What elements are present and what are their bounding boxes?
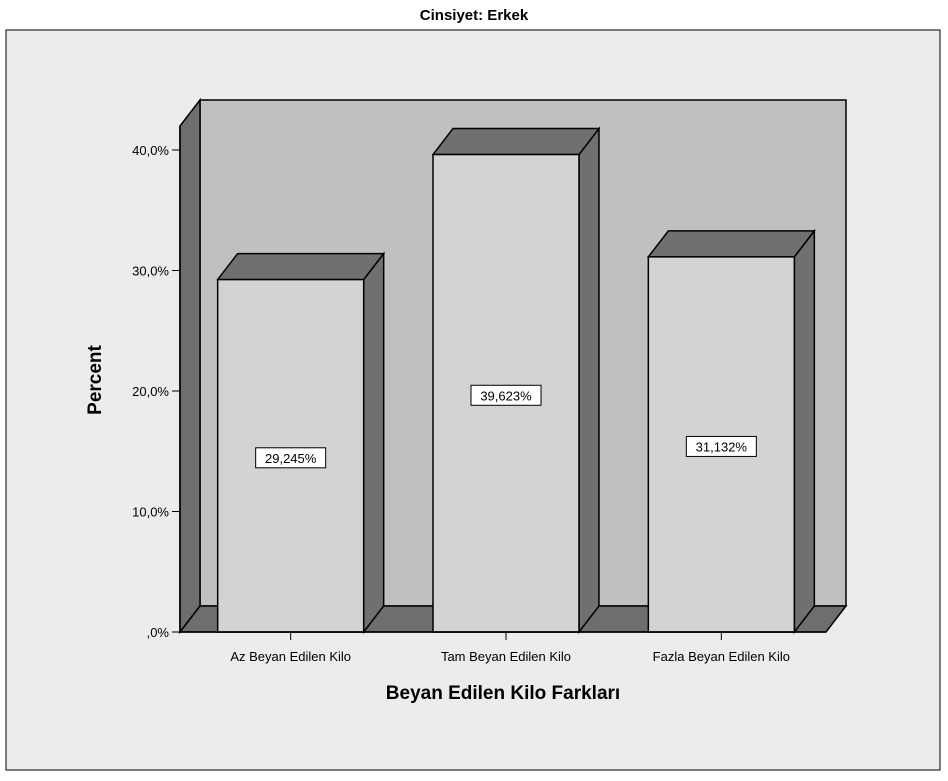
y-tick-label: 20,0%: [132, 384, 169, 399]
y-tick-label: 10,0%: [132, 505, 169, 520]
bar-top: [216, 252, 386, 281]
bar-side: [362, 251, 385, 635]
plot-area: ,0% 10,0% 20,0% 30,0% 40,0% 29,245% Az Beyan E…: [132, 97, 848, 664]
y-tick-label: ,0%: [147, 625, 170, 640]
bar-side: [578, 126, 600, 635]
x-tick-label: Az Beyan Edilen Kilo: [230, 649, 351, 664]
data-label-box: [470, 384, 542, 406]
data-label: 31,132%: [696, 439, 748, 454]
data-label: 39,623%: [480, 388, 532, 403]
y-tick-label: 30,0%: [132, 264, 169, 279]
bar-side: [793, 228, 816, 635]
x-tick-label: Fazla Beyan Edilen Kilo: [653, 649, 790, 664]
chart-title: Cinsiyet: Erkek: [420, 7, 529, 24]
bar-top: [646, 230, 816, 258]
y-tick-label: 40,0%: [132, 143, 169, 158]
data-label: 29,245%: [265, 451, 317, 466]
y-axis-title: Percent: [85, 344, 106, 414]
x-axis-title: Beyan Edilen Kilo Farkları: [386, 683, 620, 704]
bar-top: [431, 127, 601, 156]
x-tick-label: Tam Beyan Edilen Kilo: [441, 649, 571, 664]
side-wall: [179, 97, 201, 635]
data-label-box: [255, 447, 327, 469]
data-label-box: [685, 435, 757, 457]
